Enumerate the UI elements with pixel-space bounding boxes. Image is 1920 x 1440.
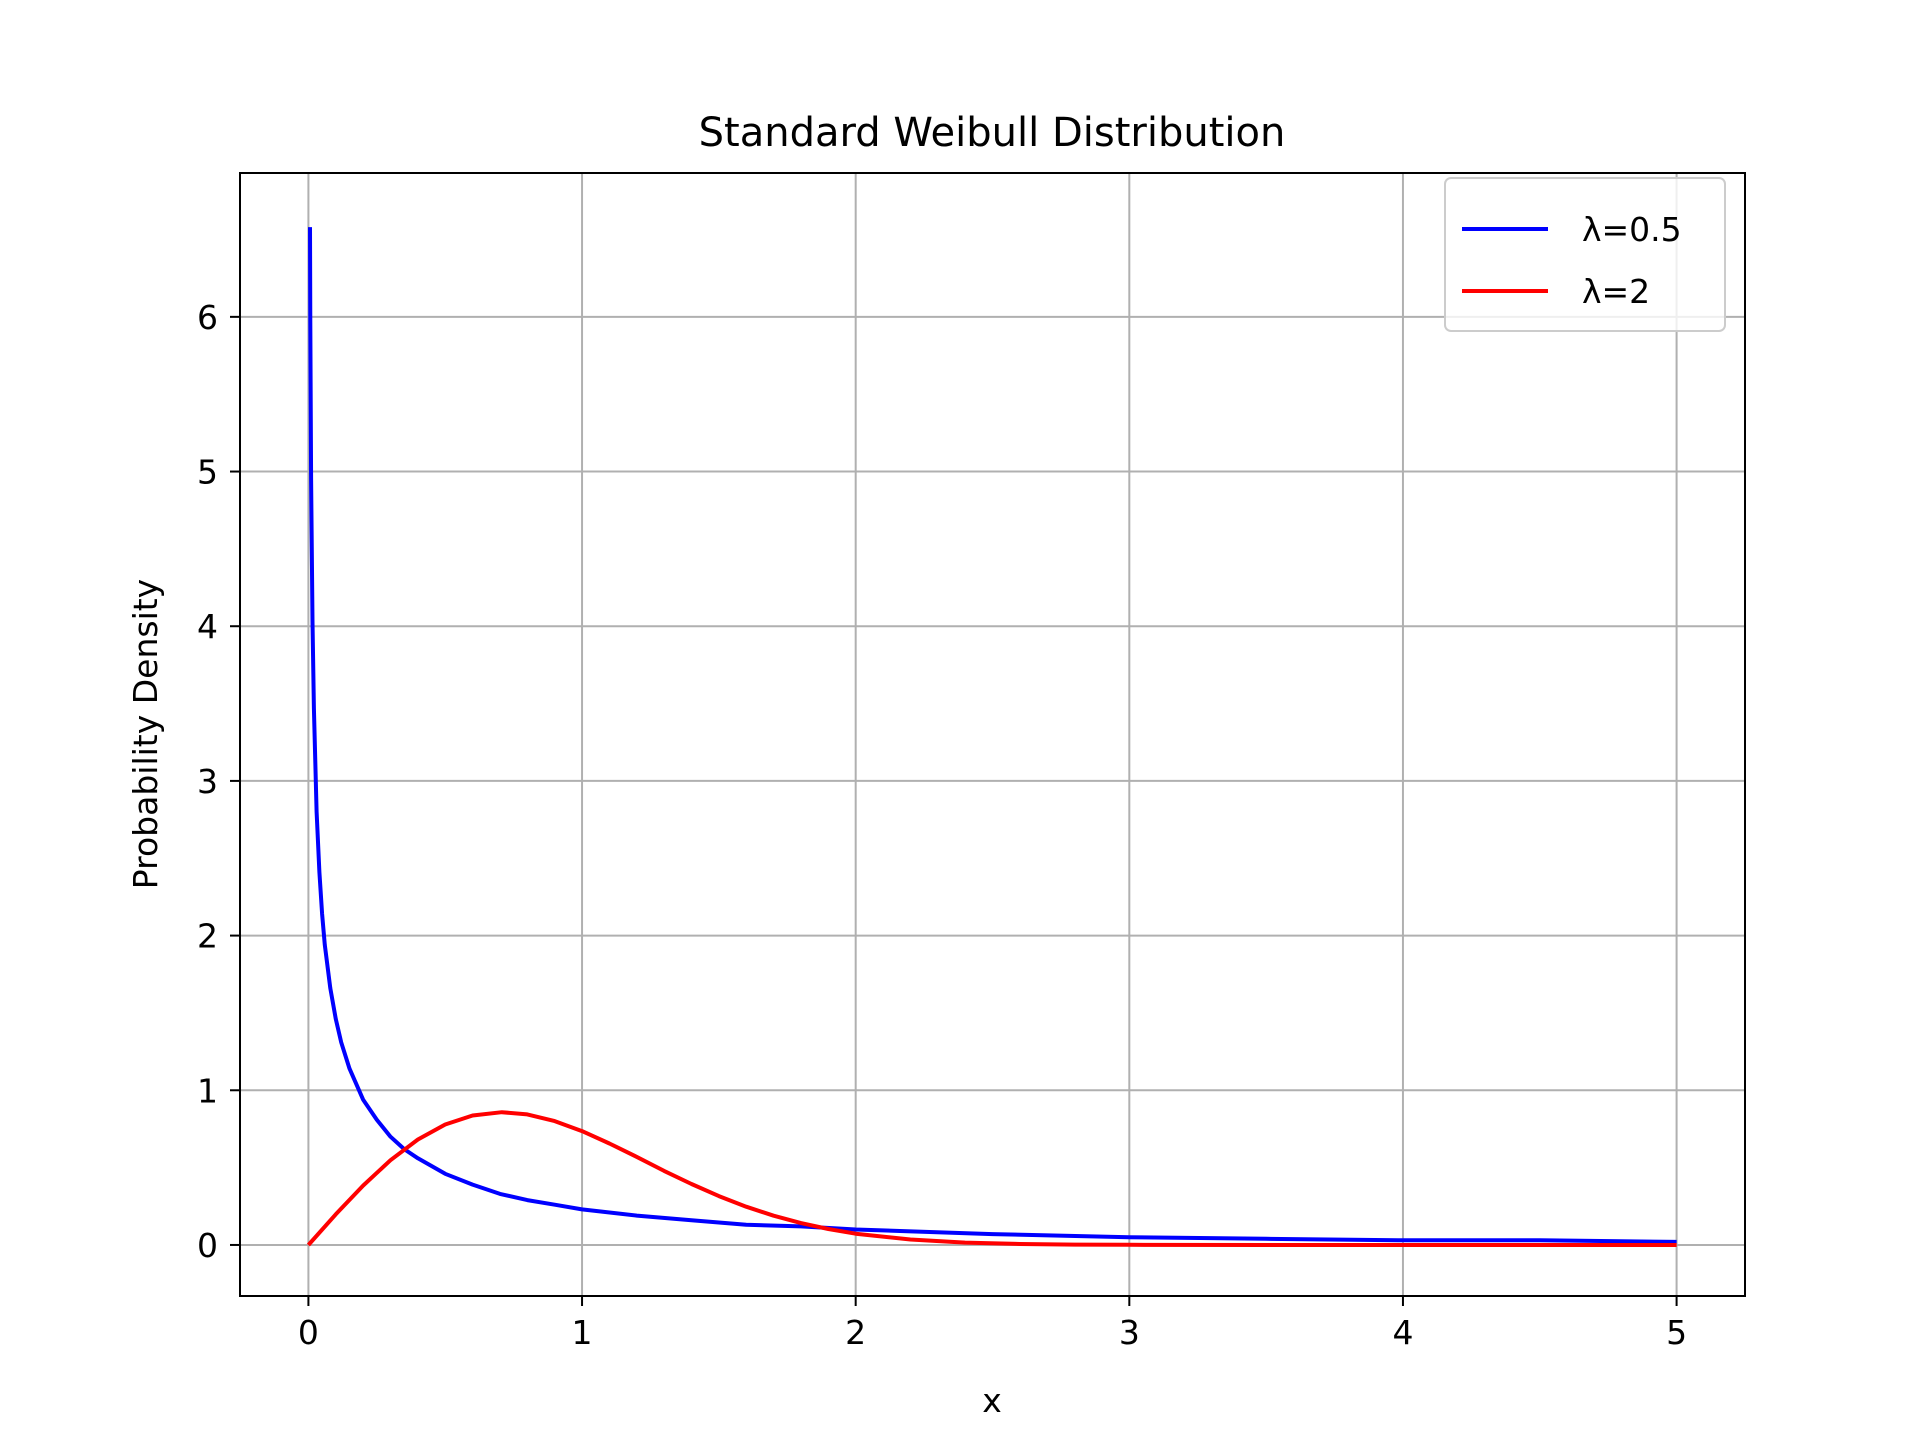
y-axis-title: Probability Density	[126, 579, 165, 889]
x-tick-label: 5	[1666, 1313, 1687, 1352]
legend-label-lambda-0-5: λ=0.5	[1582, 210, 1682, 249]
y-tick-label: 5	[197, 453, 218, 492]
y-tick-label: 1	[197, 1071, 218, 1110]
plot-area	[240, 173, 1745, 1296]
chart-title: Standard Weibull Distribution	[699, 110, 1286, 156]
x-axis-title: x	[982, 1381, 1002, 1420]
x-tick-label: 1	[572, 1313, 593, 1352]
y-tick-label: 0	[197, 1226, 218, 1265]
plot-frame	[239, 172, 1746, 1297]
x-tick-label: 2	[845, 1313, 866, 1352]
series-line-1	[306, 1110, 1677, 1247]
y-tick-label: 4	[197, 607, 218, 646]
y-tick-label: 6	[197, 298, 218, 337]
ticks: 0 1 2 3 4 5 0 1 2 3 4 5 6	[197, 298, 1687, 1352]
x-tick-label: 4	[1392, 1313, 1413, 1352]
legend-label-lambda-2: λ=2	[1582, 272, 1650, 311]
series-line-0	[308, 227, 1677, 1244]
y-tick-label: 3	[197, 762, 218, 801]
legend: λ=0.5 λ=2	[1444, 177, 1726, 332]
series-lines	[306, 227, 1677, 1247]
grid	[240, 173, 1745, 1296]
x-tick-label: 0	[298, 1313, 319, 1352]
x-tick-label: 3	[1119, 1313, 1140, 1352]
y-tick-label: 2	[197, 917, 218, 956]
